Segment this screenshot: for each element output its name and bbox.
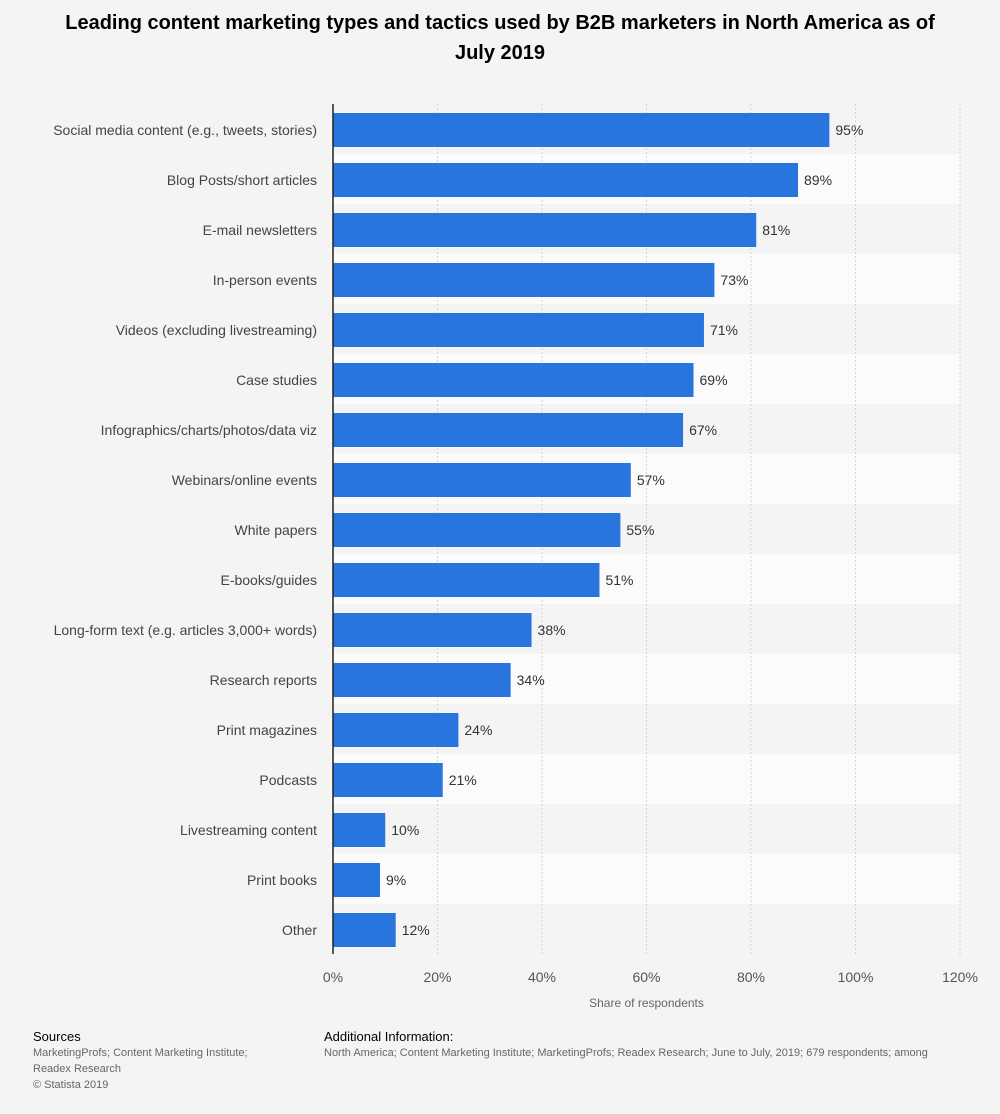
- x-axis-label: Share of respondents: [589, 996, 704, 1010]
- category-label: Webinars/online events: [172, 472, 317, 488]
- x-tick-label: 0%: [323, 969, 343, 985]
- bar-value-label: 9%: [386, 872, 406, 888]
- sources-line: Readex Research: [33, 1063, 122, 1075]
- bar-value-label: 89%: [804, 172, 832, 188]
- category-label: Social media content (e.g., tweets, stor…: [53, 122, 317, 138]
- category-label: Research reports: [210, 672, 317, 688]
- chart-title: Leading content marketing types and tact…: [65, 12, 935, 64]
- bar: [333, 563, 600, 597]
- category-label: In-person events: [213, 272, 317, 288]
- bar-value-label: 10%: [391, 822, 419, 838]
- category-labels: Social media content (e.g., tweets, stor…: [53, 122, 317, 938]
- category-label: Podcasts: [259, 772, 317, 788]
- bar: [333, 663, 511, 697]
- additional-information-heading: Additional Information:: [324, 1029, 454, 1044]
- bar: [333, 363, 694, 397]
- bar: [333, 613, 532, 647]
- category-label: Other: [282, 922, 317, 938]
- x-tick-label: 40%: [528, 969, 556, 985]
- bar: [333, 813, 386, 847]
- bar: [333, 313, 704, 347]
- bar: [333, 163, 799, 197]
- bar-value-label: 69%: [700, 372, 728, 388]
- bar: [333, 713, 459, 747]
- category-label: Blog Posts/short articles: [167, 172, 317, 188]
- category-label: Print books: [247, 872, 317, 888]
- category-label: Long-form text (e.g. articles 3,000+ wor…: [54, 622, 317, 638]
- bar-value-label: 95%: [835, 122, 863, 138]
- category-label: Print magazines: [217, 722, 317, 738]
- category-label: Infographics/charts/photos/data viz: [101, 422, 317, 438]
- x-tick-label: 120%: [942, 969, 978, 985]
- bar: [333, 413, 684, 447]
- x-tick-label: 20%: [423, 969, 451, 985]
- bar-value-label: 12%: [402, 922, 430, 938]
- category-label: Videos (excluding livestreaming): [116, 322, 317, 338]
- sources-heading: Sources: [33, 1029, 81, 1044]
- footer-sources: Sources MarketingProfs; Content Marketin…: [33, 1029, 303, 1093]
- bar-value-label: 81%: [762, 222, 790, 238]
- bar: [333, 263, 715, 297]
- value-labels: 95% 89% 81% 73% 71% 69% 67% 57% 55% 51% 38% 34% 24% 2…: [386, 122, 863, 938]
- x-tick-label: 60%: [632, 969, 660, 985]
- bars: [333, 113, 830, 947]
- bar: [333, 513, 621, 547]
- bar: [333, 863, 381, 897]
- bar-value-label: 34%: [517, 672, 545, 688]
- category-label: White papers: [235, 522, 317, 538]
- bar: [333, 113, 830, 147]
- bar-value-label: 73%: [720, 272, 748, 288]
- bar-value-label: 38%: [538, 622, 566, 638]
- row-band: [333, 854, 960, 904]
- bar: [333, 913, 396, 947]
- bar-value-label: 71%: [710, 322, 738, 338]
- bar: [333, 213, 757, 247]
- additional-information-line: North America; Content Marketing Institu…: [324, 1047, 928, 1059]
- bar-value-label: 24%: [464, 722, 492, 738]
- bar-value-label: 57%: [637, 472, 665, 488]
- x-tick-label: 100%: [838, 969, 874, 985]
- sources-line: MarketingProfs; Content Marketing Instit…: [33, 1047, 248, 1059]
- x-tick-label: 80%: [737, 969, 765, 985]
- bar-value-label: 55%: [626, 522, 654, 538]
- x-axis-ticks: 0% 20% 40% 60% 80% 100% 120%: [323, 969, 978, 985]
- copyright-line: © Statista 2019: [33, 1079, 109, 1091]
- category-label: E-books/guides: [220, 572, 317, 588]
- bar-value-label: 21%: [449, 772, 477, 788]
- footer-additional-information: Additional Information: North America; C…: [324, 1029, 1000, 1061]
- category-label: Case studies: [236, 372, 317, 388]
- category-label: E-mail newsletters: [203, 222, 317, 238]
- category-label: Livestreaming content: [180, 822, 317, 838]
- bar-chart: 95% 89% 81% 73% 71% 69% 67% 57% 55% 51% 38% 34% 24% 2…: [53, 104, 978, 1010]
- bar-value-label: 67%: [689, 422, 717, 438]
- bar: [333, 463, 631, 497]
- bar-value-label: 51%: [605, 572, 633, 588]
- bar: [333, 763, 443, 797]
